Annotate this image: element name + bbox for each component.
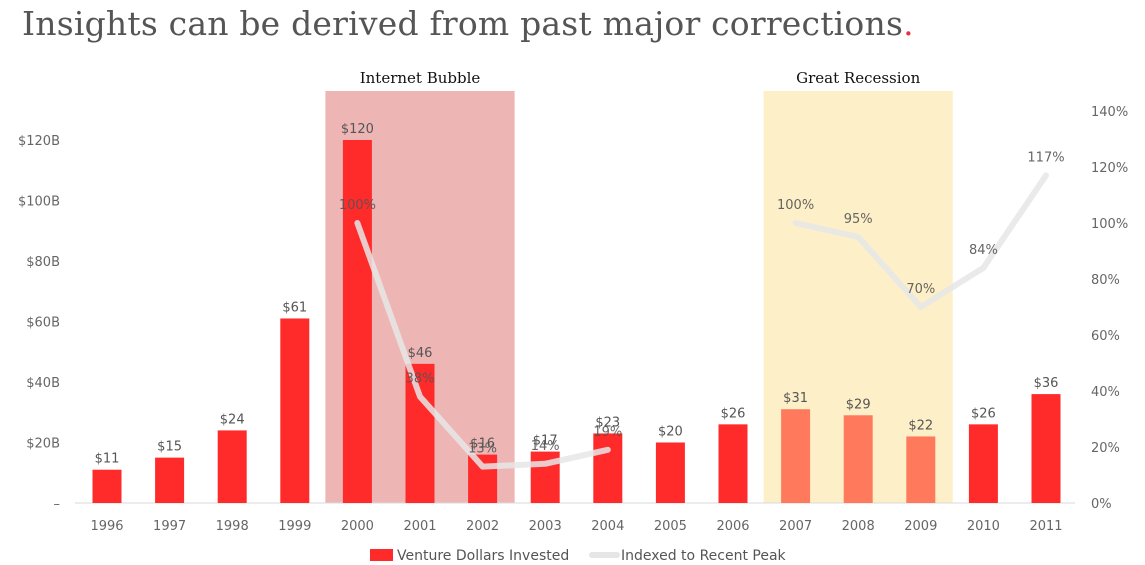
x-tick-label-2004: 2004: [591, 519, 624, 534]
bar-1996: [92, 469, 122, 503]
left-tick-label: –: [54, 497, 61, 512]
bar-value-label-1999: $61: [282, 300, 307, 315]
index-point-label-2008: 95%: [844, 212, 873, 227]
bar-value-label-2008: $29: [846, 397, 871, 412]
x-tick-label-2010: 2010: [967, 519, 1000, 534]
index-point-label-2010: 84%: [969, 243, 998, 258]
bar-2011: [1031, 394, 1061, 503]
bar-1998: [217, 430, 247, 503]
bar-2002: [468, 454, 498, 503]
left-tick-label: $60B: [26, 316, 60, 331]
chart-title: Insights can be derived from past major …: [22, 4, 914, 43]
bar-value-label-2009: $22: [908, 418, 933, 433]
bar-value-label-2010: $26: [971, 406, 996, 421]
left-tick-label: $80B: [26, 255, 60, 270]
bar-value-label-2011: $36: [1034, 376, 1059, 391]
x-tick-label-1997: 1997: [153, 519, 186, 534]
chart-title-text: Insights can be derived from past major …: [22, 4, 904, 43]
right-tick-label: 120%: [1091, 161, 1128, 176]
x-tick-label-2002: 2002: [466, 519, 499, 534]
right-tick-label: 80%: [1091, 273, 1120, 288]
right-tick-label: 40%: [1091, 385, 1120, 400]
left-tick-label: $100B: [18, 195, 60, 210]
right-tick-label: 60%: [1091, 329, 1120, 344]
x-tick-label-1999: 1999: [278, 519, 311, 534]
bar-value-label-2006: $26: [721, 406, 746, 421]
index-point-label-2009: 70%: [906, 282, 935, 297]
title-accent-dot: .: [903, 4, 914, 43]
bar-value-label-2007: $31: [783, 391, 808, 406]
bar-1997: [155, 457, 185, 503]
bar-value-label-1997: $15: [157, 440, 182, 455]
bar-value-label-2001: $46: [408, 346, 433, 361]
x-tick-label-2009: 2009: [904, 519, 937, 534]
left-tick-label: $40B: [26, 376, 60, 391]
bar-value-label-2005: $20: [658, 425, 683, 440]
bar-1999: [280, 318, 310, 503]
band-label-internet-bubble: Internet Bubble: [360, 69, 481, 87]
left-tick-label: $20B: [26, 437, 60, 452]
right-tick-label: 100%: [1091, 217, 1128, 232]
bar-2000: [342, 140, 372, 503]
bar-series: [92, 140, 1061, 503]
legend: Venture Dollars Invested Indexed to Recen…: [370, 548, 787, 564]
bar-2009: [906, 436, 936, 503]
left-tick-label: $120B: [18, 134, 60, 149]
index-point-label-2003: 14%: [531, 439, 560, 454]
x-tick-label-1996: 1996: [90, 519, 123, 534]
bar-value-labels: $11 $15 $24 $61 $120 $46 $16 $17 $23 $20 $26 $31 $29…: [95, 122, 1059, 467]
line-series: 100% 38% 13% 14% 19% 100% 95% 70% 84% 117%: [339, 150, 1065, 470]
x-tick-label-2005: 2005: [654, 519, 687, 534]
bar-value-label-2000: $120: [341, 122, 374, 137]
index-point-label-2007: 100%: [777, 198, 814, 213]
index-point-label-2001: 38%: [406, 372, 435, 387]
bar-2007: [781, 409, 811, 503]
x-tick-label-1998: 1998: [216, 519, 249, 534]
bar-2001: [405, 363, 435, 503]
bar-2005: [655, 442, 685, 503]
index-point-label-2000: 100%: [339, 198, 376, 213]
x-tick-label-2008: 2008: [842, 519, 875, 534]
x-tick-label-2007: 2007: [779, 519, 812, 534]
bar-value-label-1998: $24: [220, 412, 245, 427]
index-point-label-2011: 117%: [1027, 150, 1064, 165]
right-tick-label: 140%: [1091, 105, 1128, 120]
x-axis-ticks: 1996 1997 1998 1999 2000 2001 2002 2003 2004 2005…: [90, 519, 1062, 534]
index-line-segment-2: [792, 172, 1049, 310]
legend-label-bars: Venture Dollars Invested: [397, 548, 569, 564]
x-tick-label-2000: 2000: [341, 519, 374, 534]
band-label-great-recession: Great Recession: [796, 69, 920, 87]
legend-label-line: Indexed to Recent Peak: [621, 548, 787, 564]
bar-2004: [593, 433, 623, 503]
x-tick-label-2003: 2003: [529, 519, 562, 534]
bar-value-label-1996: $11: [95, 452, 120, 467]
right-tick-label: 20%: [1091, 441, 1120, 456]
bar-2008: [843, 415, 873, 503]
index-point-label-2004: 19%: [593, 425, 622, 440]
bar-value-label-2003: $17: [533, 434, 558, 449]
index-point-label-2002: 13%: [468, 442, 497, 457]
x-tick-label-2001: 2001: [403, 519, 436, 534]
x-tick-label-2006: 2006: [716, 519, 749, 534]
left-axis: – $20B $40B $60B $80B $100B $120B: [18, 134, 60, 512]
legend-swatch-bars: [370, 549, 393, 561]
right-tick-label: 0%: [1091, 497, 1112, 512]
bar-value-label-2004: $23: [595, 415, 620, 430]
bar-2010: [968, 424, 998, 503]
index-line-segment-1: [354, 220, 611, 470]
bar-2006: [718, 424, 748, 503]
x-tick-label-2011: 2011: [1029, 519, 1062, 534]
bar-value-label-2002: $16: [470, 437, 495, 452]
right-axis: 0% 20% 40% 60% 80% 100% 120% 140%: [1091, 105, 1128, 512]
